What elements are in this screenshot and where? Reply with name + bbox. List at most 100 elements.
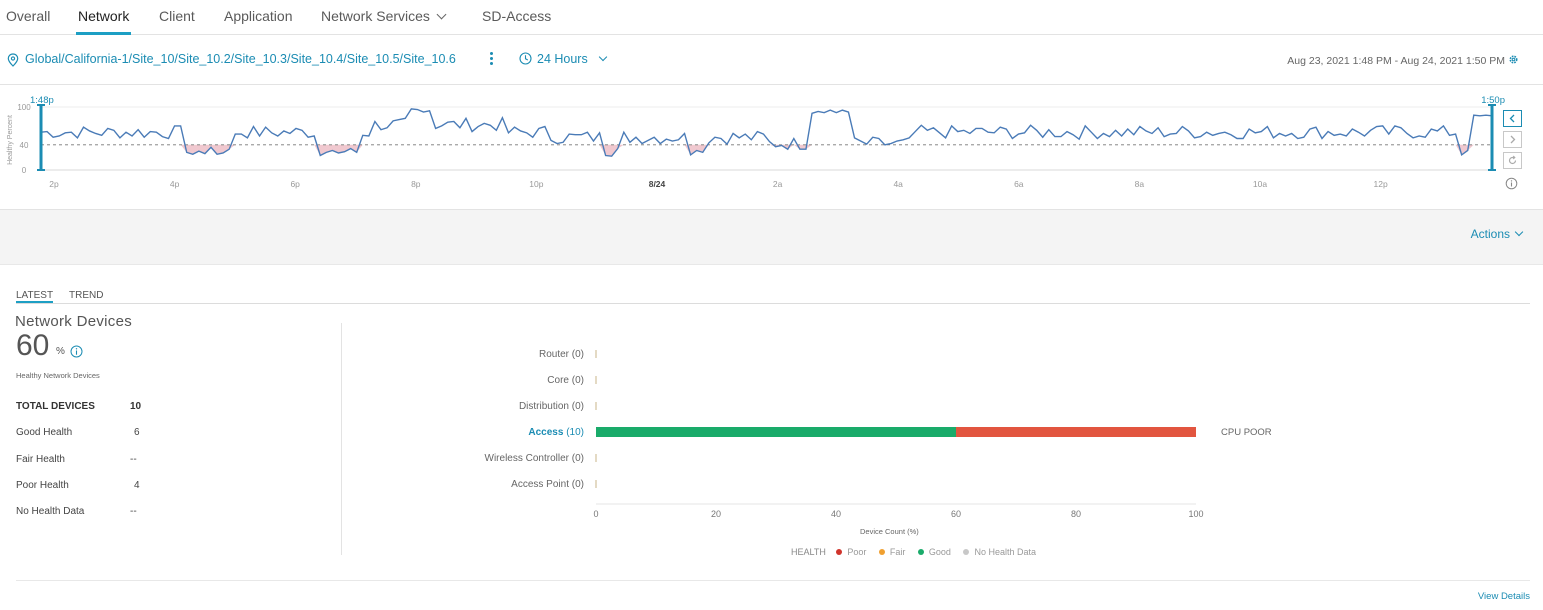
- stat-poor-health[interactable]: Poor Health 4: [16, 480, 146, 491]
- tab-sd-access[interactable]: SD-Access: [482, 8, 551, 35]
- x-tick-label: 2a: [773, 179, 783, 189]
- category-name: Distribution: [518, 401, 569, 412]
- legend-dot: [878, 549, 885, 555]
- x-tick-label: 100: [1188, 509, 1203, 519]
- top-tab-bar: Overall Network Client Application Netwo…: [0, 0, 1543, 35]
- category-label-router: Router (0): [539, 349, 584, 360]
- bar-segment-good: [596, 427, 956, 437]
- stat-fair-health[interactable]: Fair Health --: [16, 454, 146, 465]
- category-label-distribution: Distribution (0): [519, 401, 584, 412]
- x-tick-label: 6p: [290, 179, 300, 189]
- actions-label: Actions: [1470, 227, 1510, 241]
- stat-label: No Health Data: [16, 506, 85, 517]
- stat-no-health-data[interactable]: No Health Data --: [16, 506, 146, 517]
- x-tick-label: 20: [711, 509, 721, 519]
- category-label-access-point: Access Point (0): [511, 479, 584, 490]
- y-tick-label: 100: [17, 103, 31, 112]
- x-tick-label: 0: [593, 509, 598, 519]
- reset-icon: [1508, 155, 1517, 165]
- x-tick-label: 6a: [1014, 179, 1024, 189]
- chevron-down-icon: [598, 52, 607, 62]
- category-label-access[interactable]: Access (10): [528, 427, 584, 438]
- legend-item-poor[interactable]: Poor: [836, 547, 866, 557]
- x-tick-label: 60: [951, 509, 961, 519]
- x-tick-label: 40: [831, 509, 841, 519]
- x-tick-label: 4p: [170, 179, 180, 189]
- category-name: Wireless Controller: [484, 453, 569, 464]
- x-tick-label: 8a: [1135, 179, 1145, 189]
- health-percent: 60: [16, 329, 50, 362]
- legend-item-fair[interactable]: Fair: [878, 547, 906, 557]
- bar-annotation: CPU POOR: [1221, 427, 1272, 438]
- stat-good-health[interactable]: Good Health 6: [16, 427, 146, 438]
- tab-application[interactable]: Application: [224, 8, 293, 35]
- stat-total-devices: TOTAL DEVICES 10: [16, 401, 146, 412]
- stat-value: 6: [134, 427, 140, 438]
- timeline-reset-button[interactable]: [1503, 152, 1522, 169]
- category-label-wireless-controller: Wireless Controller (0): [485, 453, 584, 464]
- tab-label: Network: [78, 8, 130, 24]
- legend-label: Fair: [889, 547, 906, 557]
- tab-label: SD-Access: [482, 8, 552, 24]
- category-label-core: Core (0): [547, 375, 584, 386]
- tab-label: Client: [159, 8, 195, 24]
- legend-label: No Health Data: [974, 547, 1036, 557]
- category-count: (10): [566, 427, 584, 438]
- clock-icon: [519, 52, 532, 65]
- timeline-end-label: 1:50p: [1481, 95, 1505, 106]
- divider: [16, 580, 1530, 581]
- category-count: (0): [571, 401, 584, 412]
- category-name: Router: [538, 349, 569, 360]
- actions-dropdown[interactable]: Actions: [1470, 227, 1524, 241]
- health-legend: HEALTH Poor Fair Good No Health Data: [791, 547, 1046, 557]
- tab-network[interactable]: Network: [75, 8, 132, 35]
- stat-value: 10: [130, 401, 142, 412]
- health-timeline: 100 40 0 Healthy Percent 2p 4p 6p 8p 10p 8/24 2a 4a…: [0, 85, 1543, 210]
- info-icon[interactable]: [70, 345, 83, 358]
- legend-title: HEALTH: [791, 547, 826, 557]
- chevron-right-icon: [1510, 135, 1516, 144]
- category-name: Access: [528, 427, 564, 438]
- more-options-icon[interactable]: [487, 52, 495, 68]
- gear-icon[interactable]: [1508, 54, 1519, 65]
- stat-label: Good Health: [16, 427, 73, 438]
- summary-title: Network Devices: [15, 313, 133, 330]
- legend-dot: [836, 549, 843, 555]
- legend-item-good[interactable]: Good: [917, 547, 951, 557]
- info-icon[interactable]: [1505, 177, 1518, 190]
- poor-health-area: [180, 144, 1474, 157]
- date-range-text: Aug 23, 2021 1:48 PM - Aug 24, 2021 1:50…: [1287, 55, 1505, 67]
- tab-overall[interactable]: Overall: [6, 8, 50, 35]
- chevron-left-icon: [1509, 114, 1515, 123]
- stat-label: TOTAL DEVICES: [16, 401, 95, 412]
- x-tick-label: 4a: [893, 179, 903, 189]
- legend-label: Poor: [847, 547, 867, 557]
- tab-client[interactable]: Client: [159, 8, 195, 35]
- x-tick-label: 80: [1071, 509, 1081, 519]
- subtab-trend[interactable]: TREND: [69, 290, 104, 301]
- timeline-chart[interactable]: 100 40 0 Healthy Percent 2p 4p 6p 8p 10p 8/24 2a 4a…: [0, 85, 1543, 210]
- bar-segment-poor: [956, 427, 1196, 437]
- location-breadcrumb[interactable]: Global/California-1/Site_10/Site_10.2/Si…: [25, 52, 456, 66]
- legend-label: Good: [928, 547, 951, 557]
- health-series-line: [40, 108, 1493, 157]
- category-count: (0): [571, 479, 584, 490]
- tab-network-services[interactable]: Network Services: [321, 8, 447, 35]
- percent-unit: %: [56, 346, 65, 357]
- category-count: (0): [571, 375, 584, 386]
- stat-value: --: [130, 454, 137, 465]
- time-range-select[interactable]: 24 Hours: [537, 52, 607, 66]
- legend-item-no-health-data[interactable]: No Health Data: [963, 547, 1036, 557]
- x-tick-label: 2p: [49, 179, 59, 189]
- actions-band: Actions: [0, 210, 1543, 265]
- subtab-latest[interactable]: LATEST: [16, 290, 54, 303]
- category-count: (0): [571, 453, 584, 464]
- view-details-link[interactable]: View Details: [1477, 591, 1530, 602]
- legend-dot: [963, 549, 970, 555]
- timeline-next-button[interactable]: [1503, 131, 1522, 148]
- stat-value: 4: [134, 480, 140, 491]
- tab-label: Network Services: [321, 8, 430, 24]
- chevron-down-icon: [436, 9, 447, 20]
- timeline-prev-button[interactable]: [1503, 110, 1522, 127]
- x-tick-label: 8p: [411, 179, 421, 189]
